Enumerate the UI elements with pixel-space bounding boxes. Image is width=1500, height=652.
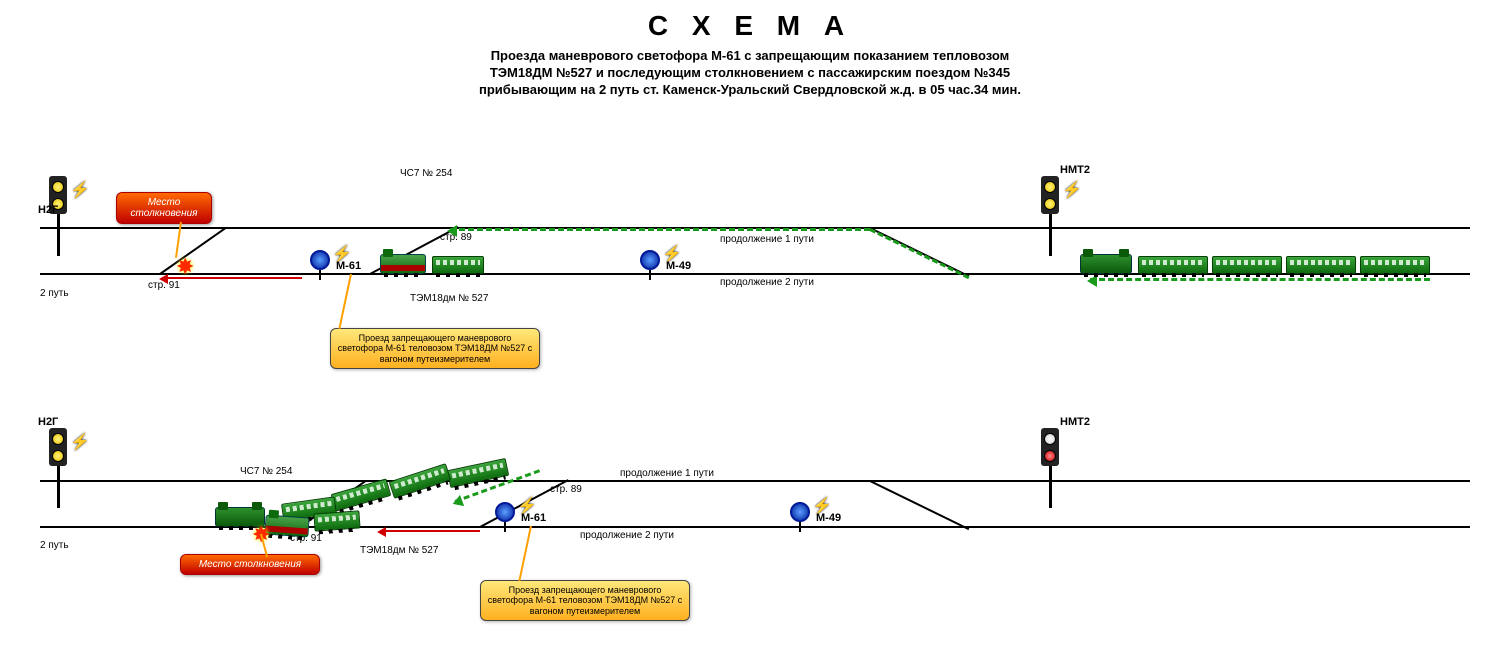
subtitle-line: ТЭМ18ДМ №527 и последующим столкновением…	[0, 65, 1500, 82]
bolt-icon: ⚡	[1062, 180, 1082, 200]
signal-n2g-top	[48, 176, 68, 256]
collision-box-bot: Место столкновения	[180, 554, 320, 575]
label-nmt2-top: НМТ2	[1060, 164, 1090, 176]
car-gauge-bot	[313, 510, 360, 531]
shunt-m49-bot	[790, 502, 810, 532]
collision-box-top: Место столкновения	[116, 192, 212, 224]
car-gauge-top	[432, 256, 484, 274]
label-m49-bot: М-49	[816, 512, 841, 524]
passenger-car	[1360, 256, 1430, 274]
label-track2-top: 2 путь	[40, 288, 69, 299]
top-path-arrow-diag	[869, 228, 969, 279]
callout-m61-bot: Проезд запрещающего маневрового светофор…	[480, 580, 690, 621]
loco-tem18-top	[380, 254, 426, 274]
callout-line	[338, 274, 352, 329]
signal-nmt2-bot	[1040, 428, 1060, 508]
shunt-m61-top	[310, 250, 330, 280]
subtitle: Проезда маневрового светофора М-61 с зап…	[0, 48, 1500, 99]
bot-red-arrow	[380, 530, 480, 532]
signal-n2g-bot	[48, 428, 68, 508]
callout-line	[518, 526, 532, 581]
label-m61-bot: М-61	[521, 512, 546, 524]
label-cont1-bot: продолжение 1 пути	[620, 468, 714, 479]
signal-nmt2-top	[1040, 176, 1060, 256]
loco-chs7-top	[1080, 254, 1132, 274]
passenger-car	[1138, 256, 1208, 274]
passenger-car	[1286, 256, 1356, 274]
bot-track-1	[40, 480, 1470, 482]
collision-star-icon: ✸	[176, 254, 194, 280]
label-tem18-bot: ТЭМ18дм № 527	[360, 545, 438, 556]
bolt-icon: ⚡	[70, 180, 90, 200]
bot-siding-right	[870, 480, 970, 530]
loco-tem18-bot	[264, 514, 309, 537]
label-n2g-bot: Н2Г	[38, 416, 58, 428]
bolt-icon: ⚡	[70, 432, 90, 452]
top-path-arrow-lower	[1090, 278, 1430, 281]
collision-text: Место столкновения	[131, 197, 198, 219]
passenger-car	[1212, 256, 1282, 274]
shunt-m61-bot	[495, 502, 515, 532]
shunt-m49-top	[640, 250, 660, 280]
collision-text: Место столкновения	[199, 559, 301, 570]
label-m61-top: М-61	[336, 260, 361, 272]
label-cont2-bot: продолжение 2 пути	[580, 530, 674, 541]
label-nmt2-bot: НМТ2	[1060, 416, 1090, 428]
subtitle-line: Проезда маневрового светофора М-61 с зап…	[0, 48, 1500, 65]
label-m49-top: М-49	[666, 260, 691, 272]
top-path-arrow-upper	[450, 228, 870, 231]
label-cont1-top: продолжение 1 пути	[720, 234, 814, 245]
label-cont2-top: продолжение 2 пути	[720, 277, 814, 288]
label-chs7-top: ЧС7 № 254	[400, 168, 452, 179]
derailed-car	[389, 463, 452, 499]
page-title: С Х Е М А	[0, 10, 1500, 42]
label-chs7-bot: ЧС7 № 254	[240, 466, 292, 477]
subtitle-line: прибывающим на 2 путь ст. Каменск-Уральс…	[0, 82, 1500, 99]
callout-text: Проезд запрещающего маневрового светофор…	[338, 333, 532, 364]
label-tem18-top: ТЭМ18дм № 527	[410, 293, 488, 304]
callout-m61-top: Проезд запрещающего маневрового светофор…	[330, 328, 540, 369]
callout-text: Проезд запрещающего маневрового светофор…	[488, 585, 682, 616]
label-track2-bot: 2 путь	[40, 540, 69, 551]
label-switch89-bot: стр. 89	[550, 484, 582, 495]
label-n2g-top: Н2Г	[38, 204, 58, 216]
